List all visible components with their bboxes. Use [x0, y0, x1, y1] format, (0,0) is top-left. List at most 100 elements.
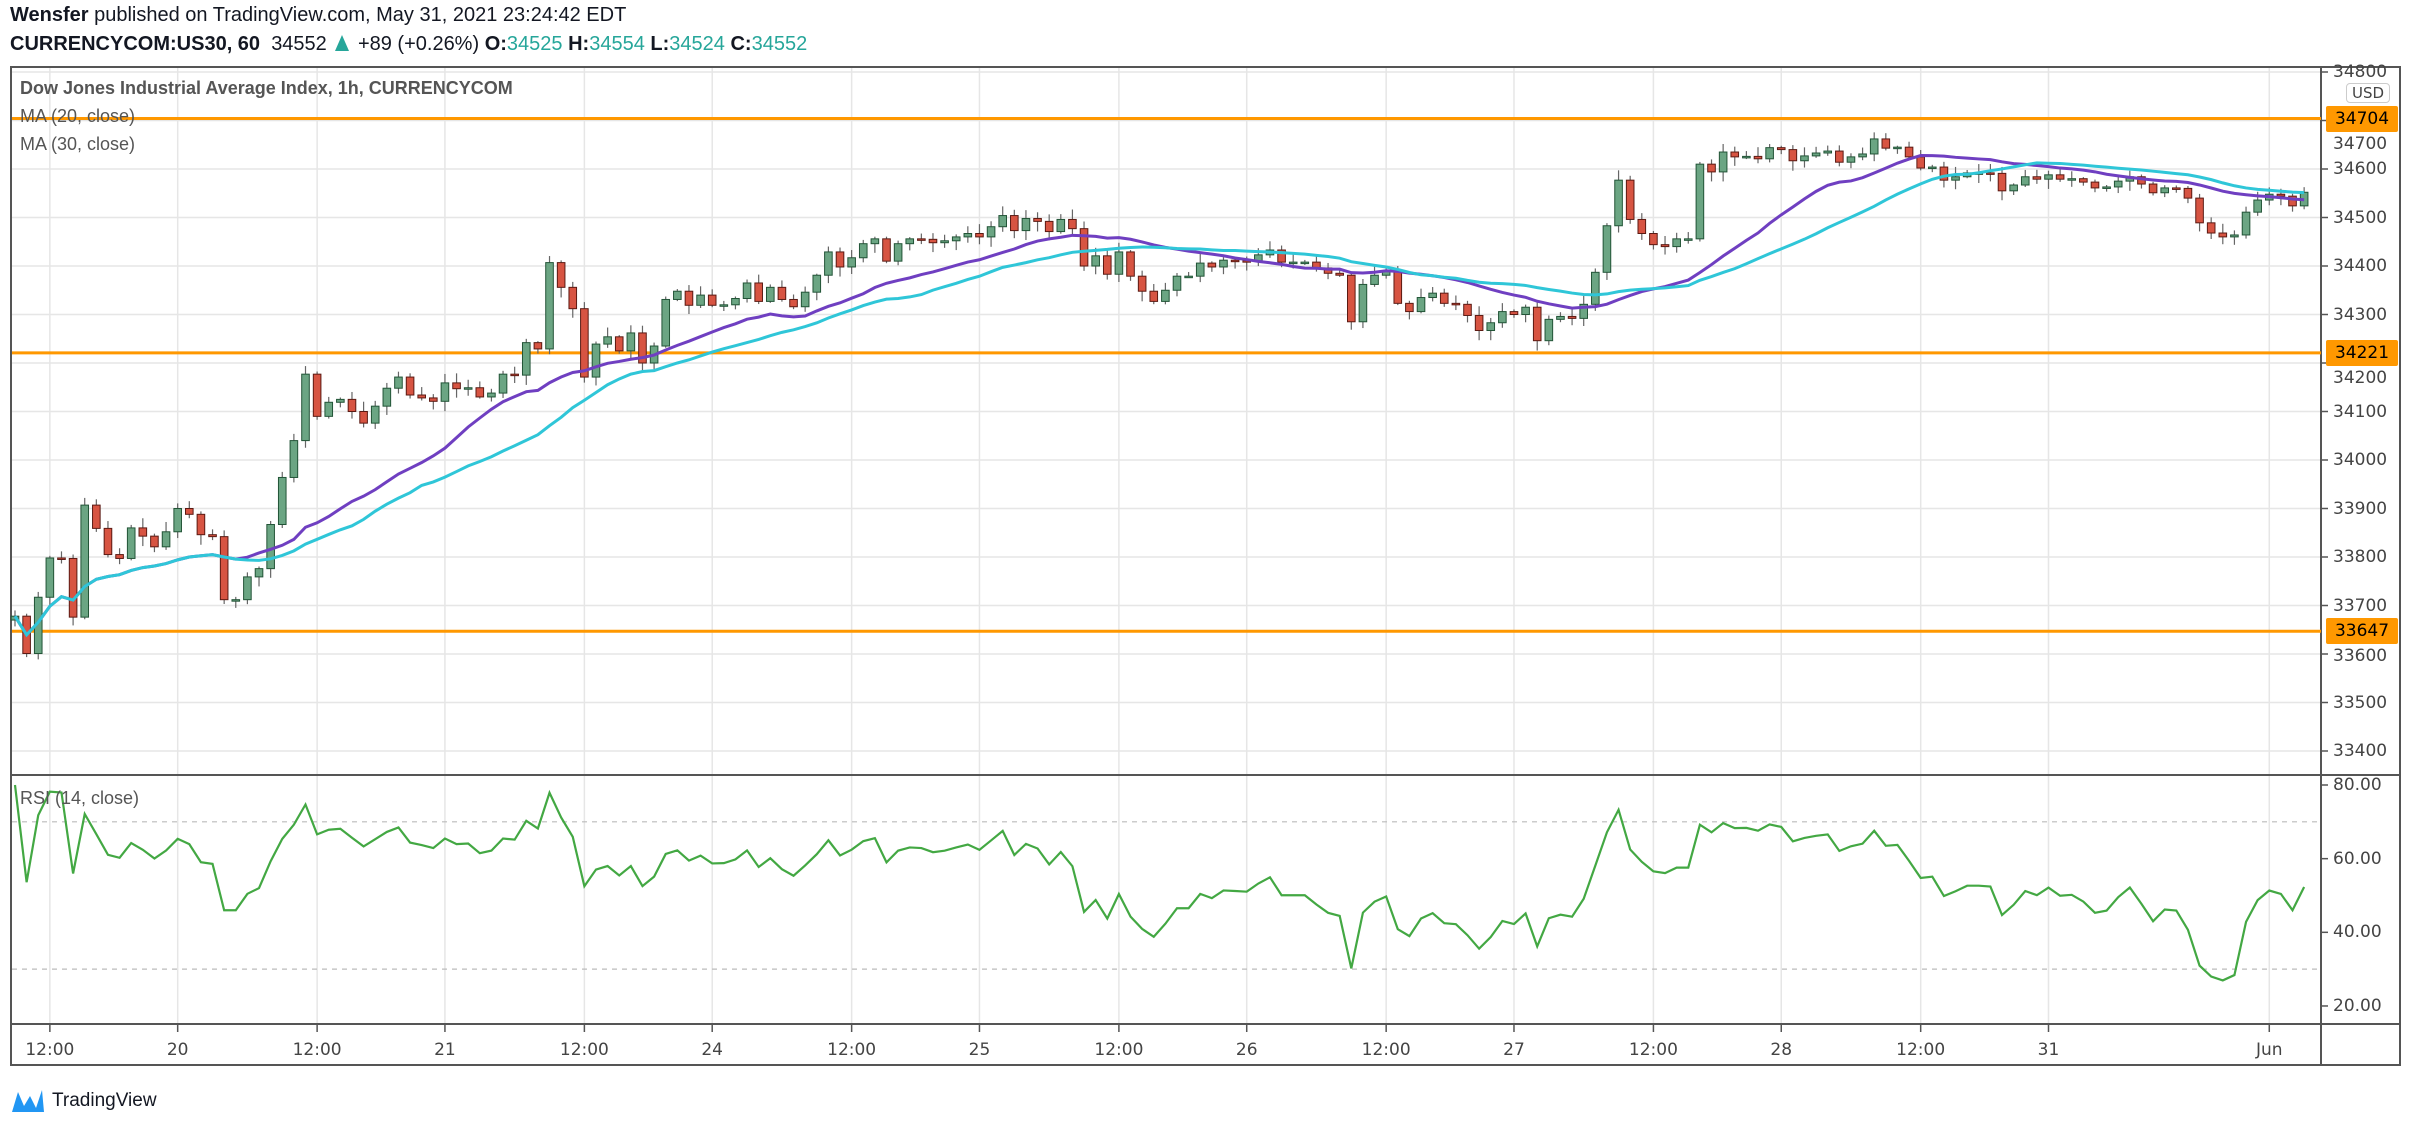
tradingview-logo[interactable]: TradingView: [10, 1088, 157, 1114]
author-name[interactable]: Wensfer: [10, 4, 89, 26]
candle-down: [2055, 168, 2065, 182]
candle-body: [2160, 187, 2169, 194]
candle-body: [1114, 251, 1124, 275]
candle-down: [1439, 288, 1449, 307]
candle-body: [1869, 138, 1879, 155]
candle-body: [1195, 262, 1205, 277]
candle-up: [254, 566, 264, 587]
chart-frame[interactable]: [10, 66, 2401, 1066]
candle-up: [1184, 271, 1193, 279]
candle-up: [1893, 145, 1902, 154]
candle-body: [835, 251, 845, 268]
candle-body: [1858, 153, 1867, 158]
candle-body: [440, 382, 450, 402]
candle-body: [1010, 215, 1019, 232]
price-axis-label: 33800: [2333, 547, 2388, 567]
price-axis-label: 34600: [2333, 159, 2388, 179]
candle-down: [882, 236, 891, 264]
candle-body: [986, 226, 996, 238]
candle-up: [1358, 278, 1368, 329]
last-price: 34552: [271, 33, 327, 55]
candle-up: [487, 388, 496, 402]
candle-up: [301, 366, 310, 448]
candle-body: [510, 373, 519, 377]
candle-up: [289, 433, 299, 483]
candle-up: [940, 234, 949, 248]
candle-body: [103, 527, 113, 556]
candle-up: [1556, 312, 1565, 323]
candle-body: [1439, 292, 1449, 304]
candle-down: [2288, 193, 2297, 212]
candle-down: [452, 373, 461, 398]
candle-body: [696, 294, 705, 306]
candle-up: [382, 382, 392, 415]
candle-body: [1079, 228, 1089, 267]
candle-up: [1021, 210, 1031, 241]
open-label: O:: [484, 33, 507, 55]
candle-up: [766, 284, 775, 303]
candle-body: [1474, 314, 1484, 332]
candle-up: [731, 296, 740, 310]
candle-body: [1288, 261, 1298, 265]
candle-body: [45, 557, 55, 598]
candle-up: [812, 273, 822, 301]
candle-down: [1451, 295, 1461, 311]
candle-body: [196, 513, 206, 536]
candle-down: [1347, 273, 1356, 330]
candle-down: [196, 511, 206, 545]
candle-body: [1835, 150, 1844, 163]
legend-ma30[interactable]: MA (30, close): [20, 134, 136, 154]
candle-body: [475, 387, 485, 398]
candle-body: [2009, 184, 2018, 192]
candle-down: [429, 394, 438, 410]
candle-body: [1997, 172, 2007, 192]
candle-body: [1602, 225, 1612, 273]
candle-down: [917, 233, 926, 245]
level-price-label[interactable]: 34221: [2326, 339, 2398, 366]
candle-body: [556, 262, 566, 288]
candle-down: [312, 371, 322, 420]
time-axis-label: 12:00: [559, 1040, 609, 1060]
candle-body: [1811, 152, 1821, 157]
candle-up: [2113, 175, 2123, 194]
candle-down: [1010, 209, 1019, 239]
candle-down: [1916, 150, 1925, 171]
candle-up: [463, 379, 473, 396]
currency-badge[interactable]: USD: [2346, 83, 2391, 103]
legend-rsi[interactable]: RSI (14, close): [20, 788, 140, 808]
candle-body: [580, 308, 589, 378]
candle-body: [208, 534, 217, 538]
candle-up: [951, 234, 961, 251]
candle-up: [2125, 170, 2135, 191]
candle-down: [1207, 261, 1217, 272]
candle-down: [510, 366, 519, 384]
candle-down: [417, 387, 426, 401]
candle-up: [161, 521, 171, 550]
candle-body: [2241, 211, 2251, 236]
level-price-label[interactable]: 33647: [2326, 618, 2398, 645]
candle-body: [347, 398, 357, 412]
level-price-label[interactable]: 34704: [2326, 105, 2398, 132]
candle-up: [963, 226, 973, 243]
rsi-line: [13, 784, 2306, 982]
candle-up: [2067, 171, 2077, 187]
candle-body: [1102, 255, 1112, 275]
candle-up: [1811, 146, 1821, 158]
candle-down: [1997, 166, 2007, 201]
candle-body: [975, 233, 984, 238]
candle-up: [1416, 288, 1426, 314]
candle-body: [2044, 174, 2053, 180]
candle-body: [2253, 199, 2262, 213]
candle-down: [568, 281, 578, 318]
time-axis-label: 26: [1235, 1040, 1258, 1060]
candle-body: [893, 243, 903, 262]
candle-body: [463, 387, 473, 390]
legend-ma20[interactable]: MA (20, close): [20, 106, 136, 126]
candle-up: [1370, 265, 1379, 287]
candle-body: [1405, 302, 1414, 313]
candle-body: [1033, 217, 1042, 222]
time-axis-label: 25: [968, 1040, 991, 1060]
candle-down: [1102, 249, 1112, 280]
candle-up: [603, 327, 612, 348]
